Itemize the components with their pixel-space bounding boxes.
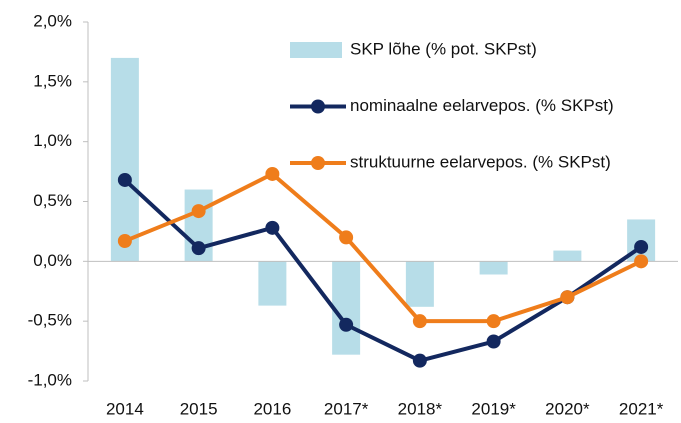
marker bbox=[265, 166, 280, 181]
marker bbox=[486, 334, 501, 349]
legend-label: nominaalne eelarvepos. (% SKPst) bbox=[350, 96, 614, 115]
y-tick-label: -0,5% bbox=[28, 311, 72, 330]
y-tick-label: 0,0% bbox=[33, 251, 72, 270]
marker bbox=[634, 254, 649, 269]
marker bbox=[339, 317, 354, 332]
x-tick-label: 2019* bbox=[471, 399, 516, 418]
line bbox=[124, 171, 643, 324]
marker bbox=[339, 230, 354, 245]
y-tick-label: 0,5% bbox=[33, 191, 72, 210]
bar bbox=[479, 261, 508, 275]
marker bbox=[412, 353, 427, 368]
marker bbox=[265, 220, 280, 235]
line bbox=[123, 178, 643, 363]
marker bbox=[634, 239, 649, 254]
x-tick-label: 2014 bbox=[106, 399, 144, 418]
x-tick-label: 2018* bbox=[398, 399, 443, 418]
bar bbox=[332, 261, 361, 355]
marker bbox=[117, 172, 132, 187]
y-tick-label: 2,0% bbox=[33, 11, 72, 30]
y-tick-label: 1,5% bbox=[33, 71, 72, 90]
x-tick-label: 2016 bbox=[253, 399, 291, 418]
marker bbox=[560, 290, 575, 305]
y-tick-label: -1,0% bbox=[28, 370, 72, 389]
marker bbox=[117, 233, 132, 248]
legend-label: struktuurne eelarvepos. (% SKPst) bbox=[350, 152, 611, 171]
legend-label: SKP lõhe (% pot. SKPst) bbox=[350, 39, 537, 58]
bar bbox=[110, 57, 139, 262]
marker bbox=[412, 314, 427, 329]
bar bbox=[553, 250, 582, 262]
legend: SKP lõhe (% pot. SKPst) nominaalne eelarv… bbox=[290, 39, 614, 171]
bar bbox=[405, 261, 434, 307]
x-tick-label: 2020* bbox=[545, 399, 590, 418]
x-tick-label: 2021* bbox=[619, 399, 664, 418]
legend-swatch bbox=[290, 42, 342, 58]
bar bbox=[258, 261, 287, 306]
legend-marker bbox=[311, 99, 325, 114]
marker bbox=[191, 204, 206, 219]
legend-marker bbox=[311, 156, 325, 170]
y-tick-label: 1,0% bbox=[33, 131, 72, 150]
x-tick-label: 2015 bbox=[180, 399, 218, 418]
marker bbox=[486, 314, 501, 329]
marker bbox=[191, 241, 206, 256]
x-tick-label: 2017* bbox=[324, 399, 369, 418]
